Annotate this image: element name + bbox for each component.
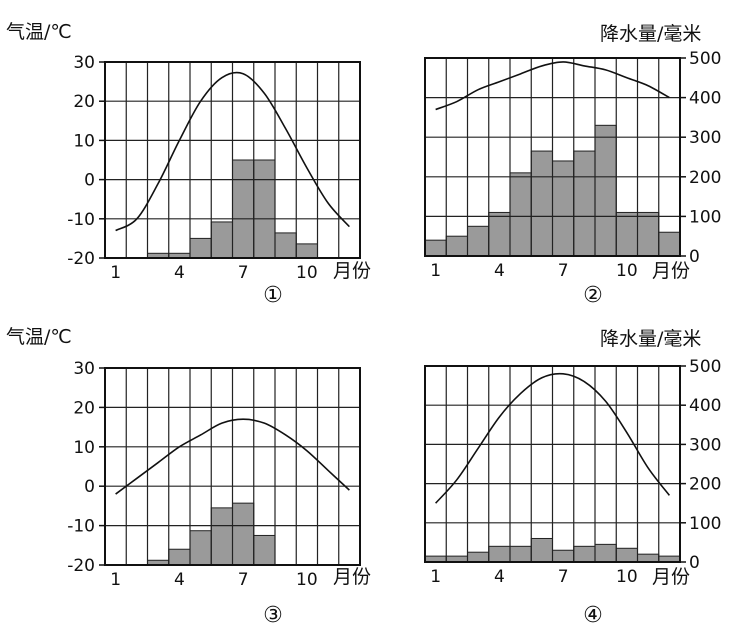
temperature-curve [115, 418, 350, 495]
month-tick-label: 1 [110, 263, 121, 283]
month-tick-label: 10 [296, 570, 318, 590]
temp-tick-label: 20 [73, 398, 95, 418]
precip-bar-m9 [594, 543, 617, 563]
precip-tick-label: 200 [689, 475, 721, 495]
precip-tick-label: 300 [689, 435, 721, 455]
precip-tick-label: 400 [689, 396, 721, 416]
month-tick-label: 1 [110, 570, 121, 590]
precip-bar-m9 [594, 124, 617, 257]
precip-bar-m10 [615, 547, 638, 563]
precip-bar-m1 [424, 239, 447, 257]
temp-tick-label: -20 [67, 556, 95, 576]
temp-tick-label: 10 [73, 438, 95, 458]
precip-bar-m5 [189, 530, 212, 566]
precip-tick-label: 100 [689, 207, 721, 227]
temp-tick-label: -10 [67, 210, 95, 230]
month-axis-label-3: 月份 [333, 566, 371, 588]
precip-tick-label: 200 [689, 168, 721, 188]
month-tick-label: 1 [430, 567, 441, 587]
plot-frame [104, 367, 361, 566]
precip-bar-m11 [637, 211, 660, 257]
month-axis-label-2: 月份 [652, 260, 690, 282]
temp-axis-title-top: 气温/℃ [6, 21, 72, 43]
precip-bar-m4 [488, 545, 511, 563]
month-tick-label: 4 [174, 263, 185, 283]
temperature-curve [115, 71, 350, 232]
plot-frame [424, 365, 681, 563]
precip-bar-m11 [637, 553, 660, 563]
precip-tick-label: 0 [689, 247, 700, 267]
month-tick-label: 10 [616, 567, 638, 587]
precip-bar-m5 [189, 237, 212, 259]
month-tick-label: 7 [238, 263, 249, 283]
chart-number-label: ③ [263, 603, 283, 628]
precip-bar-m7 [232, 159, 255, 259]
month-tick-label: 7 [558, 261, 569, 281]
plot-frame [104, 61, 361, 259]
precip-axis-title-bottom: 降水量/毫米 [600, 328, 701, 350]
climate-chart-4: 500 400 300 200 100 0 1 4 7 10 ④ [424, 357, 721, 628]
precip-bar-m7 [232, 502, 255, 566]
month-tick-label: 10 [296, 263, 318, 283]
precip-bar-m8 [573, 545, 596, 563]
chart-number-label: ① [263, 283, 283, 308]
precip-bar-m6 [530, 537, 553, 563]
precip-bar-m5 [509, 545, 532, 563]
temp-tick-label: -20 [67, 249, 95, 269]
temp-axis-title-bottom: 气温/℃ [6, 326, 72, 348]
climate-chart-2: 500 400 300 200 100 0 1 4 7 10 ② [424, 49, 721, 308]
precip-bar-m4 [168, 548, 191, 566]
precip-tick-label: 500 [689, 357, 721, 377]
chart-number-label: ② [583, 283, 603, 308]
temp-tick-label: 30 [73, 53, 95, 73]
temperature-curve [435, 61, 670, 111]
chart-number-label: ④ [583, 603, 603, 628]
precip-tick-label: 300 [689, 128, 721, 148]
precip-tick-label: 100 [689, 514, 721, 534]
precip-bar-m7 [552, 160, 575, 257]
precip-tick-label: 500 [689, 49, 721, 69]
month-tick-label: 7 [558, 567, 569, 587]
temp-tick-label: 20 [73, 92, 95, 112]
precip-bar-m6 [210, 507, 233, 566]
temp-tick-label: 0 [84, 477, 95, 497]
precip-tick-label: 0 [689, 553, 700, 573]
precip-bar-m5 [509, 172, 532, 257]
month-tick-label: 4 [494, 567, 505, 587]
precip-bar-m8 [253, 159, 276, 259]
temperature-curve [435, 372, 671, 504]
precip-bar-m9 [274, 232, 297, 259]
month-tick-label: 10 [616, 261, 638, 281]
precip-bar-m8 [253, 534, 276, 566]
precip-tick-label: 400 [689, 89, 721, 109]
precip-bar-m8 [573, 150, 596, 257]
month-axis-label-1: 月份 [333, 260, 371, 282]
temp-tick-label: -10 [67, 517, 95, 537]
climate-chart-3: 30 20 10 0 -10 -20 1 4 7 10 ③ [67, 359, 361, 628]
month-tick-label: 7 [238, 570, 249, 590]
precip-bar-m12 [658, 231, 681, 257]
month-axis-label-4: 月份 [652, 566, 690, 588]
temp-tick-label: 30 [73, 359, 95, 379]
precip-bar-m6 [530, 150, 553, 257]
precip-bar-m3 [467, 225, 490, 257]
precip-bar-m2 [445, 235, 468, 257]
precip-bar-m10 [615, 211, 638, 257]
plot-frame [424, 57, 681, 257]
month-tick-label: 4 [494, 261, 505, 281]
month-tick-label: 4 [174, 570, 185, 590]
month-tick-label: 1 [430, 261, 441, 281]
climate-chart-1: 30 20 10 0 -10 -20 1 4 7 10 ① [67, 53, 361, 308]
temp-tick-label: 10 [73, 131, 95, 151]
precip-bar-m3 [467, 551, 490, 563]
precip-bar-m6 [210, 221, 233, 259]
precip-bar-m10 [295, 243, 318, 259]
precip-bar-m4 [488, 211, 511, 257]
precip-axis-title-top: 降水量/毫米 [600, 23, 701, 45]
precip-bar-m7 [552, 549, 575, 563]
temp-tick-label: 0 [84, 171, 95, 191]
